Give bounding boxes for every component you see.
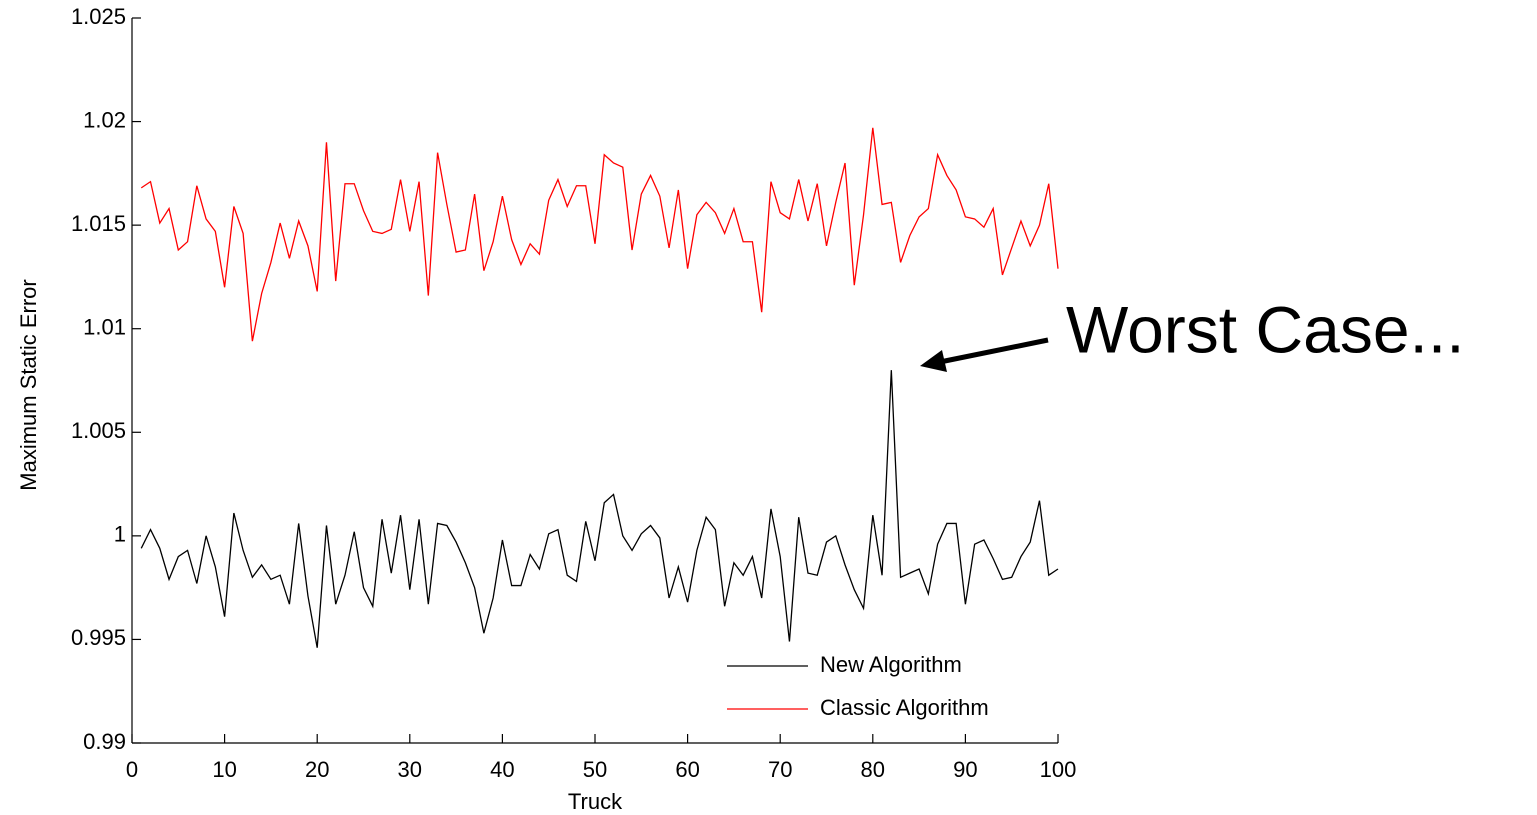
x-tick-label: 20	[305, 757, 329, 782]
x-tick-label: 90	[953, 757, 977, 782]
x-tick-label: 40	[490, 757, 514, 782]
y-tick-label: 0.99	[83, 729, 126, 754]
y-tick-label: 1.005	[71, 418, 126, 443]
y-tick-label: 1.015	[71, 211, 126, 236]
series-line	[140, 127, 1059, 342]
x-axis-label: Truck	[568, 789, 623, 814]
y-tick-label: 0.995	[71, 625, 126, 650]
x-tick-label: 100	[1040, 757, 1077, 782]
series-line	[140, 370, 1059, 648]
x-tick-label: 30	[398, 757, 422, 782]
x-tick-label: 70	[768, 757, 792, 782]
annotation: Worst Case...	[1066, 292, 1465, 366]
x-tick-label: 50	[583, 757, 607, 782]
legend-label: Classic Algorithm	[820, 695, 989, 720]
legend-label: New Algorithm	[820, 652, 962, 677]
y-tick-label: 1.01	[83, 315, 126, 340]
y-axis-label: Maximum Static Error	[16, 279, 41, 490]
x-tick-label: 10	[212, 757, 236, 782]
annotation-arrow	[934, 337, 1049, 366]
y-tick-label: 1.025	[71, 4, 126, 29]
arrow-head	[920, 350, 947, 372]
x-tick-label: 80	[861, 757, 885, 782]
y-tick-label: 1	[114, 522, 126, 547]
x-tick-label: 0	[126, 757, 138, 782]
y-tick-label: 1.02	[83, 107, 126, 132]
x-tick-label: 60	[675, 757, 699, 782]
